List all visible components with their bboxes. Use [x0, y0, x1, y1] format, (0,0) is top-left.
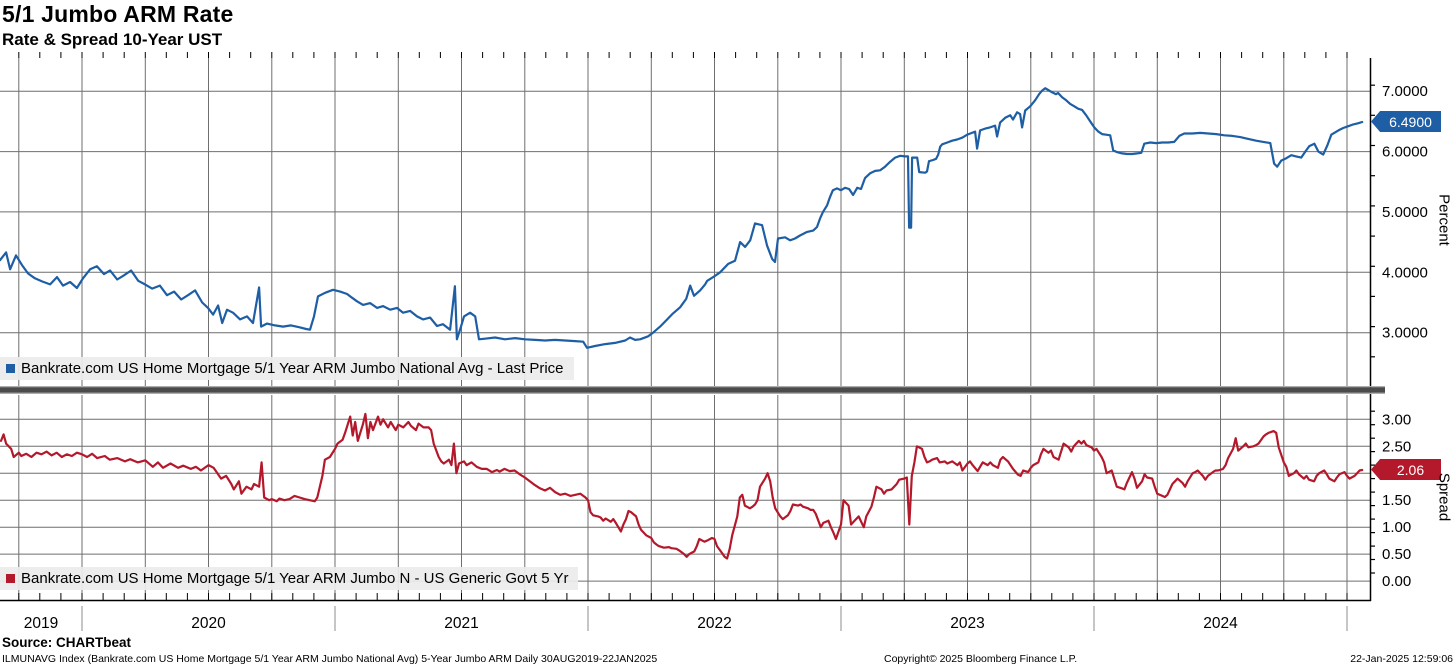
- x-axis-year-label: 2022: [697, 615, 731, 632]
- timestamp: 22-Jan-2025 12:59:06: [1350, 653, 1453, 665]
- page-subtitle: Rate & Spread 10-Year UST: [2, 30, 223, 49]
- x-axis-year-label: 2019: [24, 615, 58, 632]
- index-description: ILMUNAVG Index (Bankrate.com US Home Mor…: [2, 653, 658, 665]
- copyright-notice: Copyright© 2025 Bloomberg Finance L.P.: [884, 653, 1078, 665]
- rate-series-line: [0, 87, 1364, 349]
- x-axis-year-label: 2024: [1203, 615, 1238, 632]
- y-axis-tick-label: 7.0000: [1382, 83, 1428, 100]
- page-title: 5/1 Jumbo ARM Rate: [2, 1, 234, 27]
- y-axis-tick-label: 3.00: [1382, 411, 1411, 428]
- spread-last-value-badge: 2.06: [1371, 459, 1441, 480]
- y-axis-tick-label: 1.50: [1382, 492, 1411, 509]
- rate-legend-label: Bankrate.com US Home Mortgage 5/1 Year A…: [21, 360, 564, 377]
- y-axis-tick-label: 4.0000: [1382, 264, 1428, 281]
- x-axis-year-label: 2021: [444, 615, 478, 632]
- y-axis-tick-label: 0.50: [1382, 546, 1411, 563]
- y-axis-tick-label: 6.0000: [1382, 144, 1428, 161]
- y-axis-tick-label: 5.0000: [1382, 204, 1428, 221]
- spread-series-line: [0, 412, 1364, 560]
- legend-rate-series[interactable]: Bankrate.com US Home Mortgage 5/1 Year A…: [0, 357, 574, 380]
- legend-spread-series[interactable]: Bankrate.com US Home Mortgage 5/1 Year A…: [0, 567, 579, 590]
- y-axis-tick-label: 0.00: [1382, 573, 1411, 590]
- y-axis-tick-label: 1.00: [1382, 519, 1411, 536]
- panel-divider: [0, 387, 1385, 393]
- y-axis-tick-label: 2.50: [1382, 438, 1411, 455]
- spread-legend-label: Bankrate.com US Home Mortgage 5/1 Year A…: [21, 570, 569, 587]
- x-axis-year-label: 2020: [191, 615, 226, 632]
- y-axis-tick-label: 3.0000: [1382, 325, 1428, 342]
- panel-divider: [0, 392, 1385, 394]
- rate-legend-marker-icon: [6, 364, 15, 373]
- panel-divider: [0, 386, 1385, 388]
- spread-axis-title: Spread: [1435, 472, 1453, 522]
- source-label: Source: CHARTbeat: [2, 635, 132, 650]
- spread-legend-marker-icon: [6, 574, 15, 583]
- x-axis-year-label: 2023: [950, 615, 984, 632]
- rate-axis-title: Percent: [1435, 194, 1453, 246]
- rate-last-value-badge: 6.4900: [1371, 111, 1441, 132]
